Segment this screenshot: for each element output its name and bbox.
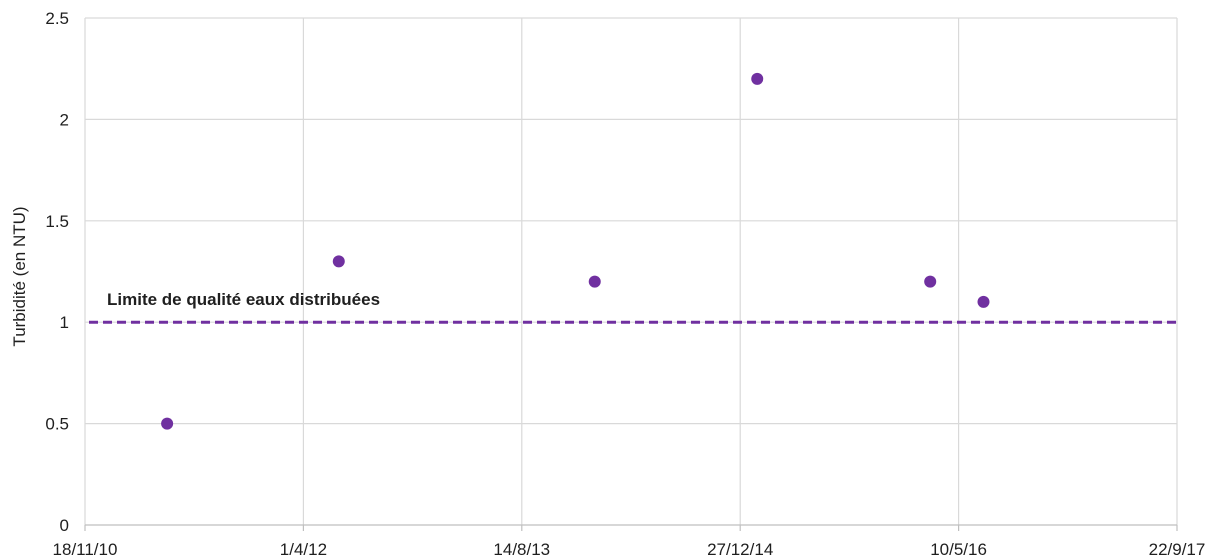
y-tick-label: 2.5 [45,9,69,28]
x-tick-label: 1/4/12 [280,540,327,559]
data-point [977,295,990,308]
y-axis-title: Turbidité (en NTU) [10,206,29,346]
y-tick-label: 2 [60,110,69,129]
y-tick-labels: 0 0.5 1 1.5 2 2.5 [45,9,69,535]
limit-line-label: Limite de qualité eaux distribuées [107,290,380,309]
y-tick-label: 1.5 [45,212,69,231]
data-point [924,275,937,288]
data-point [751,72,764,85]
x-tick-label: 14/8/13 [493,540,550,559]
x-tick-label: 22/9/17 [1149,540,1206,559]
x-tick-labels: 18/11/10 1/4/12 14/8/13 27/12/14 10/5/16 22/9… [53,540,1206,559]
data-points [161,72,990,430]
x-tick-label: 18/11/10 [53,540,118,559]
vertical-gridlines [84,18,1178,531]
y-tick-label: 0 [60,516,69,535]
data-point [332,255,345,268]
data-point [161,417,174,430]
y-tick-label: 0.5 [45,415,69,434]
y-tick-label: 1 [60,313,69,332]
data-point [588,275,601,288]
x-tick-label: 10/5/16 [930,540,987,559]
horizontal-gridlines [85,17,1177,425]
x-tick-label: 27/12/14 [707,540,773,559]
